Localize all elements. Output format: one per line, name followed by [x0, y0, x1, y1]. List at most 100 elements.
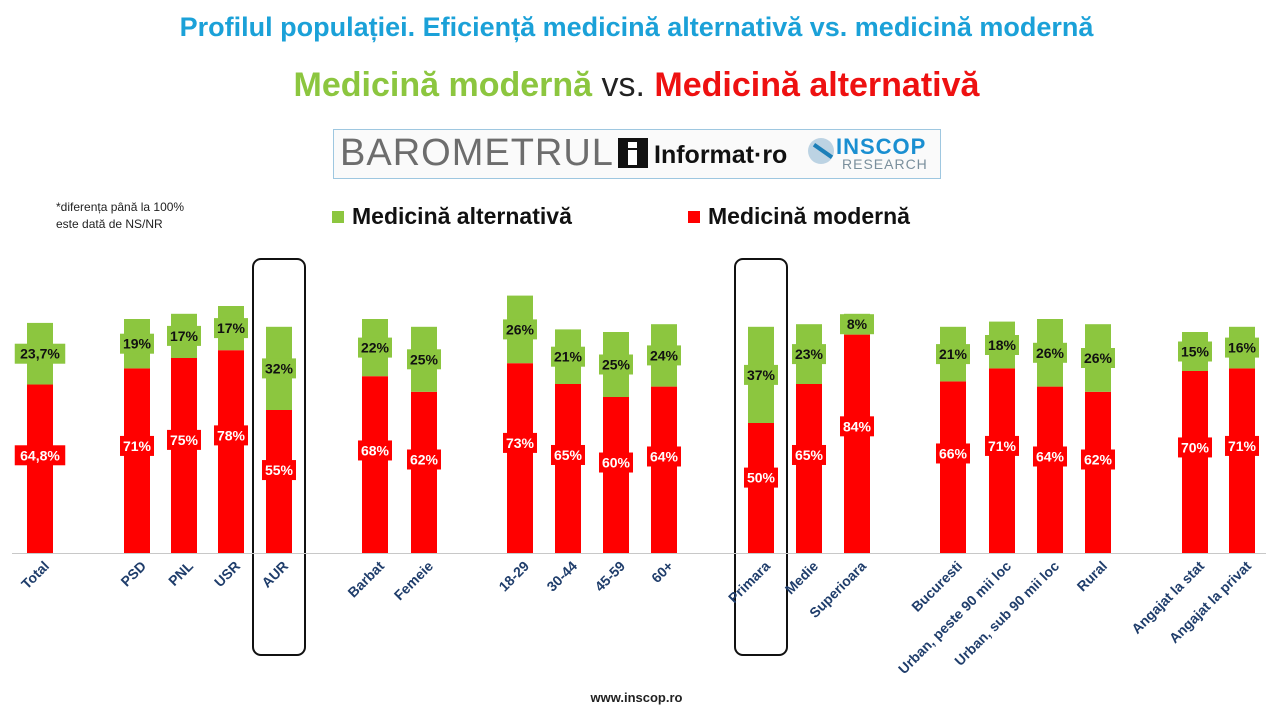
category-label-3: USR: [211, 558, 243, 590]
bar-modern-1: [124, 368, 150, 553]
page-title: Profilul populației. Eficiență medicină …: [179, 12, 1094, 42]
category-label-11: Primara: [725, 558, 773, 606]
category-label-0: Total: [18, 558, 52, 592]
category-label-6: Femeie: [391, 558, 437, 604]
legend-swatch-alternative: [332, 210, 344, 223]
value-label-modern-17: 62%: [1084, 452, 1113, 468]
value-label-modern-11: 50%: [747, 470, 776, 486]
bar-modern-9: [603, 397, 629, 553]
value-label-alternative-1-bg: [120, 333, 154, 354]
logo-banner: BAROMETRUL Informat·ro INSCOP RESEARCH: [333, 129, 941, 179]
value-label-alternative-1: 19%: [123, 336, 152, 352]
value-label-modern-13-bg: [840, 416, 874, 437]
footnote: *diferența până la 100% este dată de NS/…: [56, 200, 185, 231]
value-label-alternative-17: 26%: [1084, 350, 1113, 366]
bar-modern-14: [940, 381, 966, 553]
bar-modern-5: [362, 376, 388, 553]
value-label-modern-0: 64,8%: [20, 447, 60, 463]
bar-modern-8: [555, 384, 581, 553]
category-label-8: 30-44: [543, 558, 580, 595]
value-label-modern-15: 71%: [988, 438, 1017, 454]
value-label-alternative-6-bg: [407, 349, 441, 370]
inscop-research-text: RESEARCH: [842, 156, 928, 172]
legend-swatch-modern: [688, 210, 700, 223]
value-label-alternative-6: 25%: [410, 351, 439, 367]
value-label-alternative-9: 25%: [602, 357, 631, 373]
value-label-modern-1-bg: [120, 435, 154, 456]
value-label-alternative-5-bg: [358, 337, 392, 358]
category-label-5: Barbat: [344, 558, 387, 601]
value-label-alternative-18-bg: [1178, 341, 1212, 362]
value-label-alternative-14-bg: [936, 344, 970, 365]
value-label-alternative-4: 32%: [265, 360, 294, 376]
value-label-alternative-18: 15%: [1181, 344, 1210, 360]
bar-modern-13: [844, 334, 870, 553]
subtitle-modern: Medicină modernă: [293, 66, 593, 104]
value-label-alternative-13: 8%: [847, 316, 868, 332]
value-label-alternative-10-bg: [647, 345, 681, 366]
value-label-alternative-11: 37%: [747, 367, 776, 383]
value-label-modern-17-bg: [1081, 449, 1115, 470]
value-label-alternative-5: 22%: [361, 340, 390, 356]
value-label-alternative-3: 17%: [217, 320, 246, 336]
value-label-modern-7: 73%: [506, 435, 535, 451]
value-label-alternative-11-bg: [744, 364, 778, 385]
value-label-modern-8: 65%: [554, 447, 583, 463]
category-label-4: AUR: [258, 558, 291, 591]
bar-modern-2: [171, 358, 197, 553]
value-label-alternative-19-bg: [1225, 337, 1259, 358]
value-label-modern-19-bg: [1225, 435, 1259, 456]
value-label-modern-5: 68%: [361, 442, 390, 458]
value-label-alternative-16: 26%: [1036, 345, 1065, 361]
value-label-modern-13: 84%: [843, 418, 872, 434]
value-label-modern-4: 55%: [265, 462, 294, 478]
category-label-10: 60+: [648, 558, 676, 586]
value-label-modern-4-bg: [262, 460, 296, 481]
bar-modern-11: [748, 423, 774, 553]
value-label-alternative-15: 18%: [988, 337, 1017, 353]
value-label-modern-3: 78%: [217, 427, 246, 443]
value-label-alternative-2: 17%: [170, 328, 199, 344]
value-label-modern-2: 75%: [170, 432, 199, 448]
value-label-alternative-12-bg: [792, 344, 826, 365]
value-label-modern-14-bg: [936, 443, 970, 464]
value-label-alternative-2-bg: [167, 325, 201, 346]
value-label-alternative-17-bg: [1081, 348, 1115, 368]
bar-modern-7: [507, 363, 533, 553]
value-label-modern-1: 71%: [123, 438, 152, 454]
value-label-alternative-12: 23%: [795, 346, 824, 362]
bar-modern-10: [651, 386, 677, 553]
value-label-modern-9-bg: [599, 452, 633, 473]
value-label-modern-18-bg: [1178, 437, 1212, 458]
legend-label-alternative: Medicină alternativă: [352, 203, 572, 229]
value-label-modern-14: 66%: [939, 445, 968, 461]
bar-modern-12: [796, 384, 822, 553]
value-label-alternative-19: 16%: [1228, 340, 1257, 356]
legend-item-modern: Medicină modernă: [688, 203, 910, 230]
subtitle-vs: vs.: [601, 66, 645, 104]
value-label-modern-16: 64%: [1036, 448, 1065, 464]
value-label-alternative-7-bg: [503, 319, 537, 340]
value-label-alternative-8: 21%: [554, 349, 583, 365]
inscop-logo: INSCOP: [836, 134, 927, 159]
legend-label-modern: Medicină modernă: [708, 203, 910, 229]
value-label-alternative-13-bg: [840, 314, 874, 335]
value-label-alternative-16-bg: [1033, 342, 1067, 363]
category-label-19: Angajat la privat: [1166, 558, 1255, 647]
category-label-1: PSD: [117, 558, 149, 590]
value-label-alternative-4-bg: [262, 358, 296, 379]
page-subtitle: Medicină modernă vs. Medicină alternativ…: [0, 66, 1273, 105]
bar-modern-3: [218, 350, 244, 553]
value-label-modern-9: 60%: [602, 455, 631, 471]
value-label-modern-16-bg: [1033, 446, 1067, 467]
subtitle-alternative: Medicină alternativă: [654, 66, 980, 104]
value-label-modern-7-bg: [503, 432, 537, 453]
value-label-modern-19: 71%: [1228, 438, 1257, 454]
footer-url: www.inscop.ro: [590, 690, 683, 705]
highlight-box-aur: [252, 258, 306, 656]
barometrul-logo: BAROMETRUL: [340, 132, 614, 174]
value-label-alternative-7: 26%: [506, 321, 535, 337]
value-label-alternative-0-bg: [14, 343, 66, 364]
value-label-alternative-14: 21%: [939, 346, 968, 362]
